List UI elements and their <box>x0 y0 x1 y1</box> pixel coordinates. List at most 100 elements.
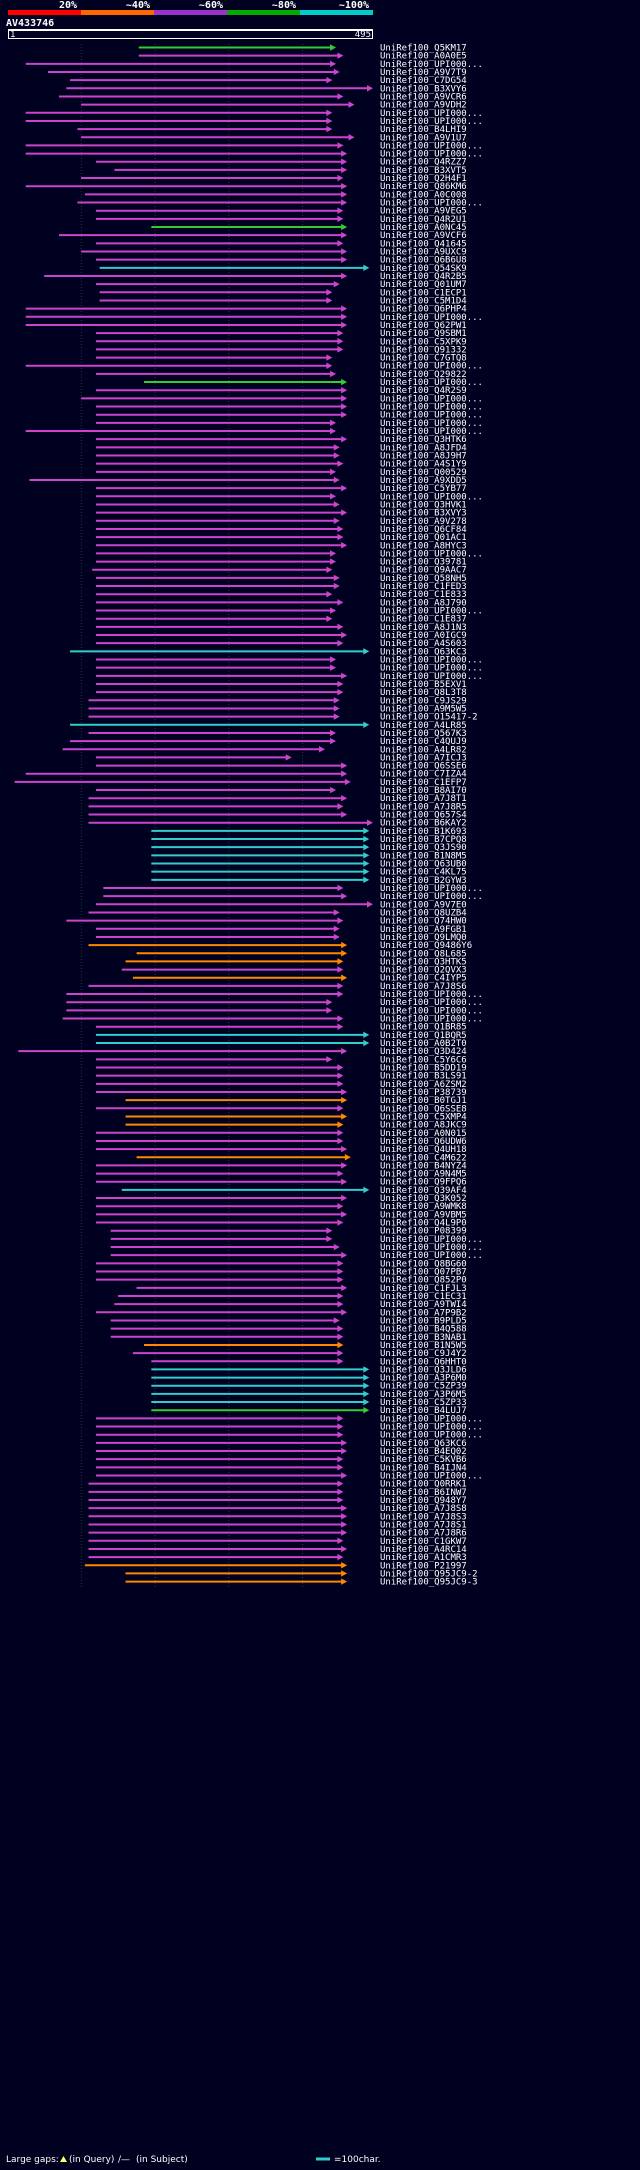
hit-label: UniRef100_UPI000... <box>380 1423 483 1433</box>
hit-label: UniRef100_C4QUJ9 <box>380 737 467 747</box>
hit-arrow <box>341 256 348 263</box>
hit-label: UniRef100_UPI000... <box>380 998 483 1008</box>
hit-label: UniRef100_Q6UDW6 <box>380 1137 467 1147</box>
hit-label: UniRef100_A9WMK8 <box>380 1202 467 1212</box>
hit-arrow <box>337 1349 344 1357</box>
hit-arrow <box>344 778 351 786</box>
hit-label: UniRef100_C1EC31 <box>380 1292 467 1302</box>
hit-label: UniRef100_C5M1D4 <box>380 296 467 306</box>
hit-label: UniRef100_A7ICJ3 <box>380 753 467 763</box>
hit-label: UniRef100_Q3HVK1 <box>380 500 467 510</box>
hit-arrow <box>337 93 344 100</box>
legend-bin-label: ~80% <box>272 0 296 11</box>
hit-arrow <box>337 1203 344 1210</box>
hit-arrow <box>341 762 348 769</box>
hit-label: UniRef100_UPI000... <box>380 378 483 388</box>
hit-label: UniRef100_P08399 <box>380 1227 467 1237</box>
hit-arrow <box>330 558 337 565</box>
hit-label: UniRef100_Q62PW1 <box>380 321 467 331</box>
hit-label: UniRef100_A8J1N3 <box>380 623 467 633</box>
hit-arrow <box>333 501 340 508</box>
hit-arrow <box>341 150 348 157</box>
hit-arrow <box>330 427 337 435</box>
hit-arrow <box>341 272 348 280</box>
hit-arrow <box>333 925 340 932</box>
hit-arrow <box>326 354 333 361</box>
hit-label: UniRef100_UPI000... <box>380 1006 483 1016</box>
hit-label: UniRef100_A0IGC9 <box>380 631 467 641</box>
hit-label: UniRef100_B4LHI9 <box>380 125 467 135</box>
hit-arrow <box>341 1194 348 1202</box>
hit-arrow <box>363 852 370 859</box>
hit-label: UniRef100_C1FED3 <box>380 582 467 592</box>
hit-arrow <box>363 1186 370 1194</box>
hit-label: UniRef100_C1ECP1 <box>380 288 467 298</box>
hit-arrow <box>341 1309 348 1316</box>
hit-arrow <box>337 329 344 337</box>
hit-arrow <box>363 868 370 875</box>
hit-arrow <box>341 1578 348 1585</box>
hit-label: UniRef100_Q4RZZ7 <box>380 158 467 168</box>
hit-label: UniRef100_C5ZP39 <box>380 1382 467 1392</box>
hit-label: UniRef100_UPI000... <box>380 664 483 674</box>
hit-arrow <box>341 672 348 680</box>
hit-label: UniRef100_C4IYP5 <box>380 974 467 984</box>
hit-label: UniRef100_UPI000... <box>380 362 483 372</box>
hit-arrow <box>326 297 333 304</box>
hit-label: UniRef100_A7J8T1 <box>380 794 467 804</box>
hit-label: UniRef100_A8J9H7 <box>380 452 467 462</box>
hit-label: UniRef100_C5XMP4 <box>380 1112 467 1122</box>
hit-arrow <box>337 1170 344 1177</box>
hit-label: UniRef100_A8HYC3 <box>380 541 467 551</box>
hit-label: UniRef100_UPI000... <box>380 656 483 666</box>
hit-arrow <box>341 1570 348 1577</box>
hit-arrow <box>341 248 348 255</box>
hit-label: UniRef100_A4S1Y9 <box>380 460 467 470</box>
hit-arrow <box>363 1366 370 1373</box>
hit-label: UniRef100_A7J8S6 <box>380 982 467 992</box>
hit-label: UniRef100_Q3HTK5 <box>380 957 467 967</box>
hit-label: UniRef100_Q95JC9-3 <box>380 1578 478 1588</box>
hit-label: UniRef100_A9V7E0 <box>380 900 467 910</box>
hit-arrow <box>326 1007 333 1014</box>
hit-label: UniRef100_A9VCF6 <box>380 231 467 241</box>
hit-label: UniRef100_A8JKC9 <box>380 1121 467 1131</box>
hit-label: UniRef100_B3XVY6 <box>380 84 467 94</box>
hit-label: UniRef100_A1CMR3 <box>380 1553 467 1563</box>
hit-arrow <box>341 1529 348 1536</box>
hit-arrow <box>341 974 348 981</box>
hit-label: UniRef100_UPI000... <box>380 892 483 902</box>
hit-arrow <box>337 884 344 892</box>
hit-label: UniRef100_B0TGJ1 <box>380 1096 467 1106</box>
hit-arrow <box>337 1260 344 1267</box>
hit-arrow <box>341 199 348 206</box>
legend-bin-label: 20% <box>59 0 77 11</box>
hit-arrow <box>337 142 344 149</box>
hit-label: UniRef100_Q29822 <box>380 370 467 380</box>
hit-arrow <box>337 1333 344 1340</box>
hit-arrow <box>341 795 348 802</box>
hit-arrow <box>330 729 337 737</box>
footer-scale: =100char. <box>334 2155 381 2165</box>
hit-label: UniRef100_A7J8R5 <box>380 802 467 812</box>
hit-arrow <box>341 1284 348 1292</box>
hit-label: UniRef100_UPI000... <box>380 672 483 682</box>
hit-arrow <box>363 264 370 272</box>
hit-arrow <box>341 1504 348 1512</box>
hit-label: UniRef100_A9VBM5 <box>380 1210 467 1220</box>
hit-label: UniRef100_Q4R2U1 <box>380 215 467 225</box>
hit-arrow <box>330 786 337 794</box>
hit-arrow <box>337 917 344 924</box>
hit-arrow <box>363 648 370 655</box>
hit-arrow <box>326 117 333 125</box>
hit-arrow <box>367 901 373 908</box>
hit-arrow <box>337 1105 344 1112</box>
hit-arrow <box>326 289 333 296</box>
hit-arrow <box>337 1325 344 1332</box>
query-end-label: 495 <box>355 30 371 40</box>
hit-label: UniRef100_A4RC14 <box>380 1545 467 1555</box>
hit-arrow <box>337 1072 344 1079</box>
hit-label: UniRef100_Q1BQR5 <box>380 1031 467 1041</box>
hit-label: UniRef100_Q9SBM1 <box>380 329 467 339</box>
hit-arrow <box>341 1447 348 1455</box>
